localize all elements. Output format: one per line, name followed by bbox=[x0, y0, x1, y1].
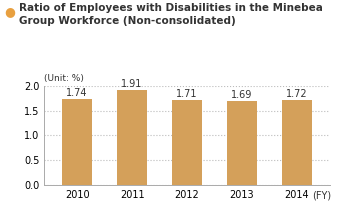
Bar bbox=[172, 100, 202, 185]
Text: 1.69: 1.69 bbox=[231, 90, 253, 100]
Text: 1.71: 1.71 bbox=[176, 89, 198, 99]
Text: 1.91: 1.91 bbox=[121, 80, 143, 89]
Text: Ratio of Employees with Disabilities in the Minebea
Group Workforce (Non-consoli: Ratio of Employees with Disabilities in … bbox=[19, 3, 323, 26]
Text: (Unit: %): (Unit: %) bbox=[44, 74, 84, 83]
Text: ●: ● bbox=[4, 5, 15, 18]
Bar bbox=[117, 91, 147, 185]
Text: (FY): (FY) bbox=[312, 190, 332, 200]
Bar bbox=[62, 99, 92, 185]
Bar bbox=[282, 100, 312, 185]
Text: 1.74: 1.74 bbox=[66, 88, 88, 98]
Bar bbox=[227, 101, 257, 185]
Text: 1.72: 1.72 bbox=[286, 89, 308, 99]
